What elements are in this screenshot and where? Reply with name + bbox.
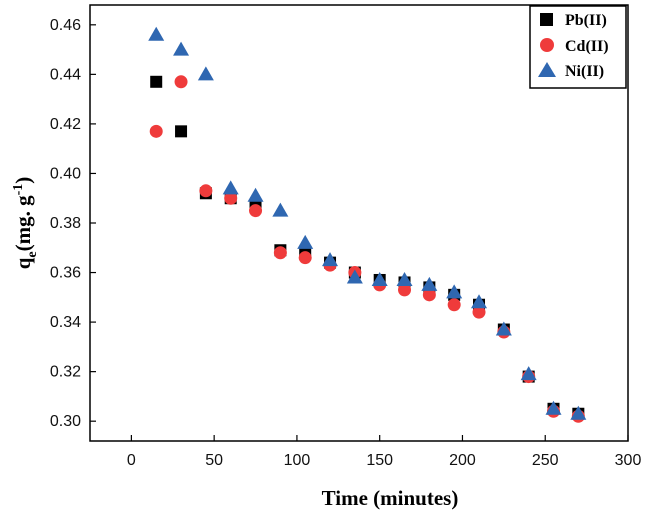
data-point: [471, 294, 488, 309]
data-point: [149, 124, 163, 138]
legend-marker-cd: [540, 38, 554, 52]
legend-marker-ni: [538, 62, 556, 77]
y-tick-label: 0.44: [50, 66, 81, 83]
data-point: [247, 187, 264, 202]
y-tick-label: 0.38: [50, 215, 81, 232]
y-tick-label: 0.42: [50, 116, 81, 133]
data-point: [175, 125, 188, 138]
data-point: [322, 252, 339, 267]
data-points: [148, 26, 587, 423]
x-tick-label: 200: [449, 452, 476, 469]
data-point: [371, 271, 388, 286]
x-axis: 0 50 100 150 200 250 300: [127, 435, 642, 469]
data-point: [297, 234, 314, 249]
data-point: [273, 246, 287, 260]
x-tick-label: 250: [532, 452, 559, 469]
data-point: [570, 405, 587, 420]
series-cdii: [149, 75, 585, 423]
data-point: [150, 75, 163, 88]
y-title-mid: (mg. g: [11, 195, 35, 251]
data-point: [199, 184, 213, 198]
x-tick-label: 0: [127, 452, 136, 469]
x-tick-label: 150: [366, 452, 393, 469]
y-axis: 0.30 0.32 0.34 0.36 0.38 0.40 0.42 0.44 0.46: [50, 17, 96, 430]
data-point: [197, 66, 214, 81]
legend-label-ni: Ni(II): [565, 63, 604, 80]
x-tick-label: 100: [284, 452, 311, 469]
legend-marker-pb: [540, 13, 553, 26]
y-title-sub: e: [25, 251, 40, 257]
y-axis-title: qe(mg. g-1): [11, 177, 40, 270]
x-tick-label: 300: [615, 452, 642, 469]
data-point: [396, 271, 413, 286]
data-point: [495, 321, 512, 336]
legend-label-pb: Pb(II): [565, 12, 607, 29]
x-tick-label: 50: [205, 452, 223, 469]
y-tick-label: 0.46: [50, 17, 81, 34]
y-tick-label: 0.36: [50, 265, 81, 282]
legend: Pb(II) Cd(II) Ni(II): [529, 5, 627, 89]
data-point: [545, 400, 562, 415]
data-point: [173, 41, 190, 56]
y-tick-label: 0.30: [50, 413, 81, 430]
y-title-q: q: [11, 257, 35, 269]
data-point: [249, 204, 263, 218]
series-niii: [148, 26, 587, 420]
y-title-sup: -1: [11, 184, 26, 196]
data-point: [346, 269, 363, 284]
data-point: [298, 251, 312, 265]
data-point: [520, 366, 537, 381]
data-point: [398, 283, 412, 297]
x-axis-title: Time (minutes): [322, 486, 459, 510]
data-point: [447, 298, 461, 312]
data-point: [224, 191, 238, 205]
data-point: [421, 276, 438, 291]
y-tick-label: 0.34: [50, 314, 81, 331]
legend-label-cd: Cd(II): [565, 38, 609, 55]
data-point: [174, 75, 188, 89]
data-point: [472, 305, 486, 319]
data-point: [422, 288, 436, 302]
data-point: [446, 284, 463, 299]
data-point: [148, 26, 165, 41]
y-tick-label: 0.40: [50, 165, 81, 182]
y-title-end: ): [11, 177, 35, 184]
series-pbii: [150, 75, 585, 420]
y-tick-label: 0.32: [50, 364, 81, 381]
data-point: [272, 202, 289, 217]
data-point: [222, 180, 239, 195]
